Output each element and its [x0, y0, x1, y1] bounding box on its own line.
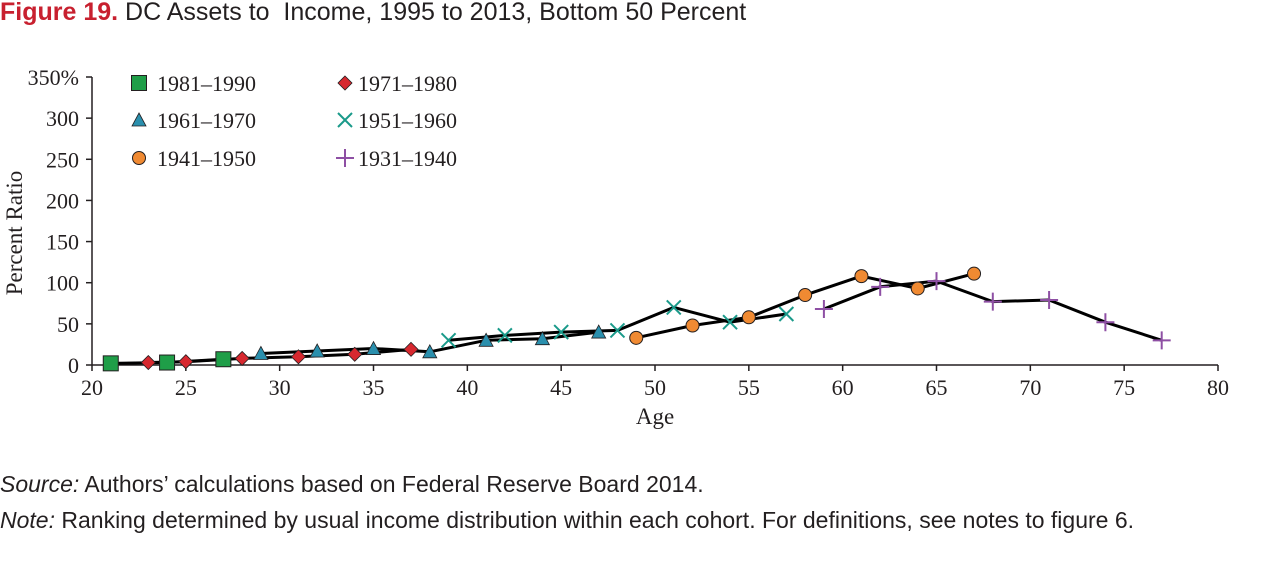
- chart-legend: 1981–1990 1971–1980 1961–1970 1951–1960 1941…: [131, 71, 457, 171]
- data-point-x: [440, 332, 457, 349]
- series-line: [823, 279, 1163, 342]
- figure-title-text: DC Assets to Income, 1995 to 2013, Botto…: [125, 0, 747, 26]
- legend-entry: 1971–1980: [358, 71, 457, 96]
- x-tick-label: 80: [1207, 375, 1229, 400]
- note-text: Ranking determined by usual income distr…: [54, 507, 1135, 533]
- x-tick-label: 65: [926, 375, 948, 400]
- data-point-triangle: [422, 343, 438, 359]
- data-point-plus: [927, 272, 946, 291]
- y-axis-label: Percent Ratio: [2, 171, 27, 296]
- data-point-diamond: [234, 350, 250, 366]
- y-tick-label: 200: [46, 188, 79, 213]
- data-point-triangle: [534, 330, 551, 346]
- data-point-triangle: [478, 332, 494, 347]
- x-axis-label: Age: [636, 404, 674, 429]
- x-tick-label: 35: [363, 375, 385, 400]
- data-point-diamond: [347, 346, 363, 362]
- data-point-x: [666, 299, 682, 316]
- data-point-circle: [854, 269, 869, 284]
- x-tick-label: 40: [456, 375, 478, 400]
- figure-notes: Source: Authors’ calculations based on F…: [0, 466, 1280, 538]
- series-line: [448, 305, 787, 342]
- legend-entry: 1931–1940: [358, 146, 457, 171]
- x-tick-label: 55: [738, 375, 760, 400]
- y-tick-label: 300: [46, 106, 79, 131]
- data-point-x: [553, 324, 569, 340]
- legend-entry: 1981–1990: [157, 71, 256, 96]
- x-tick-label: 45: [550, 375, 572, 400]
- data-point-x: [497, 327, 513, 344]
- x-tick-label: 70: [1019, 375, 1041, 400]
- data-point-x: [609, 322, 626, 339]
- source-label: Source:: [0, 471, 80, 497]
- x-tick-label: 30: [269, 375, 291, 400]
- note-label: Note:: [0, 507, 55, 533]
- legend-entry: 1961–1970: [157, 108, 256, 133]
- source-note: Source: Authors’ calculations based on F…: [0, 466, 1280, 502]
- data-point-square: [159, 354, 176, 371]
- data-point-plus: [336, 149, 354, 167]
- data-point-x: [337, 112, 353, 128]
- data-point-circle: [910, 281, 925, 296]
- data-point-diamond: [337, 75, 353, 91]
- figure-label: Figure 19.: [0, 0, 119, 26]
- data-point-x: [722, 314, 738, 330]
- data-point-triangle: [309, 343, 325, 358]
- data-point-circle: [798, 288, 813, 303]
- x-tick-label: 25: [175, 375, 197, 400]
- data-point-plus: [1152, 331, 1171, 350]
- chart-axes: 0 50 100 150 200 250 300 350% 20 25 30 35 40 45 50 55 60…: [2, 65, 1229, 429]
- data-point-circle: [685, 318, 700, 333]
- figure-title: Figure 19. DC Assets to Income, 1995 to …: [0, 0, 746, 27]
- legend-entry: 1941–1950: [157, 146, 256, 171]
- data-point-plus: [1040, 290, 1059, 309]
- y-tick-label: 0: [68, 353, 79, 378]
- data-point-plus: [1096, 313, 1115, 332]
- line-chart: 0 50 100 150 200 250 300 350% 20 25 30 35 40 45 50 55 60…: [2, 65, 1229, 429]
- data-point-square: [131, 75, 147, 91]
- y-tick-label: 50: [57, 312, 79, 337]
- data-point-x: [778, 306, 795, 322]
- data-point-circle: [967, 266, 982, 281]
- x-tick-label: 60: [832, 375, 854, 400]
- y-tick-label: 150: [46, 230, 79, 255]
- data-point-triangle: [253, 345, 269, 360]
- data-point-diamond: [290, 349, 306, 365]
- data-point-circle: [629, 330, 644, 345]
- x-tick-label: 20: [81, 375, 103, 400]
- data-point-diamond: [140, 354, 156, 371]
- data-point-plus: [983, 292, 1002, 311]
- data-point-plus: [871, 277, 890, 296]
- data-point-square: [102, 355, 119, 372]
- series-lines: [110, 272, 1163, 365]
- data-point-circle: [132, 151, 146, 165]
- series-markers: [102, 266, 1171, 372]
- data-point-diamond: [403, 341, 419, 357]
- data-point-triangle: [365, 340, 382, 355]
- data-point-circle: [741, 310, 756, 325]
- data-point-triangle: [131, 112, 147, 127]
- y-tick-label: 100: [46, 271, 79, 296]
- x-tick-label: 50: [644, 375, 666, 400]
- legend-entry: 1951–1960: [358, 108, 457, 133]
- data-point-diamond: [178, 354, 194, 370]
- data-point-plus: [814, 300, 833, 319]
- data-point-square: [215, 351, 232, 368]
- x-tick-label: 75: [1113, 375, 1135, 400]
- y-tick-label: 250: [46, 147, 79, 172]
- y-tick-label: 350%: [28, 65, 79, 90]
- note-text-block: Note: Ranking determined by usual income…: [0, 502, 1280, 538]
- data-point-triangle: [591, 324, 607, 339]
- source-text: Authors’ calculations based on Federal R…: [79, 471, 704, 497]
